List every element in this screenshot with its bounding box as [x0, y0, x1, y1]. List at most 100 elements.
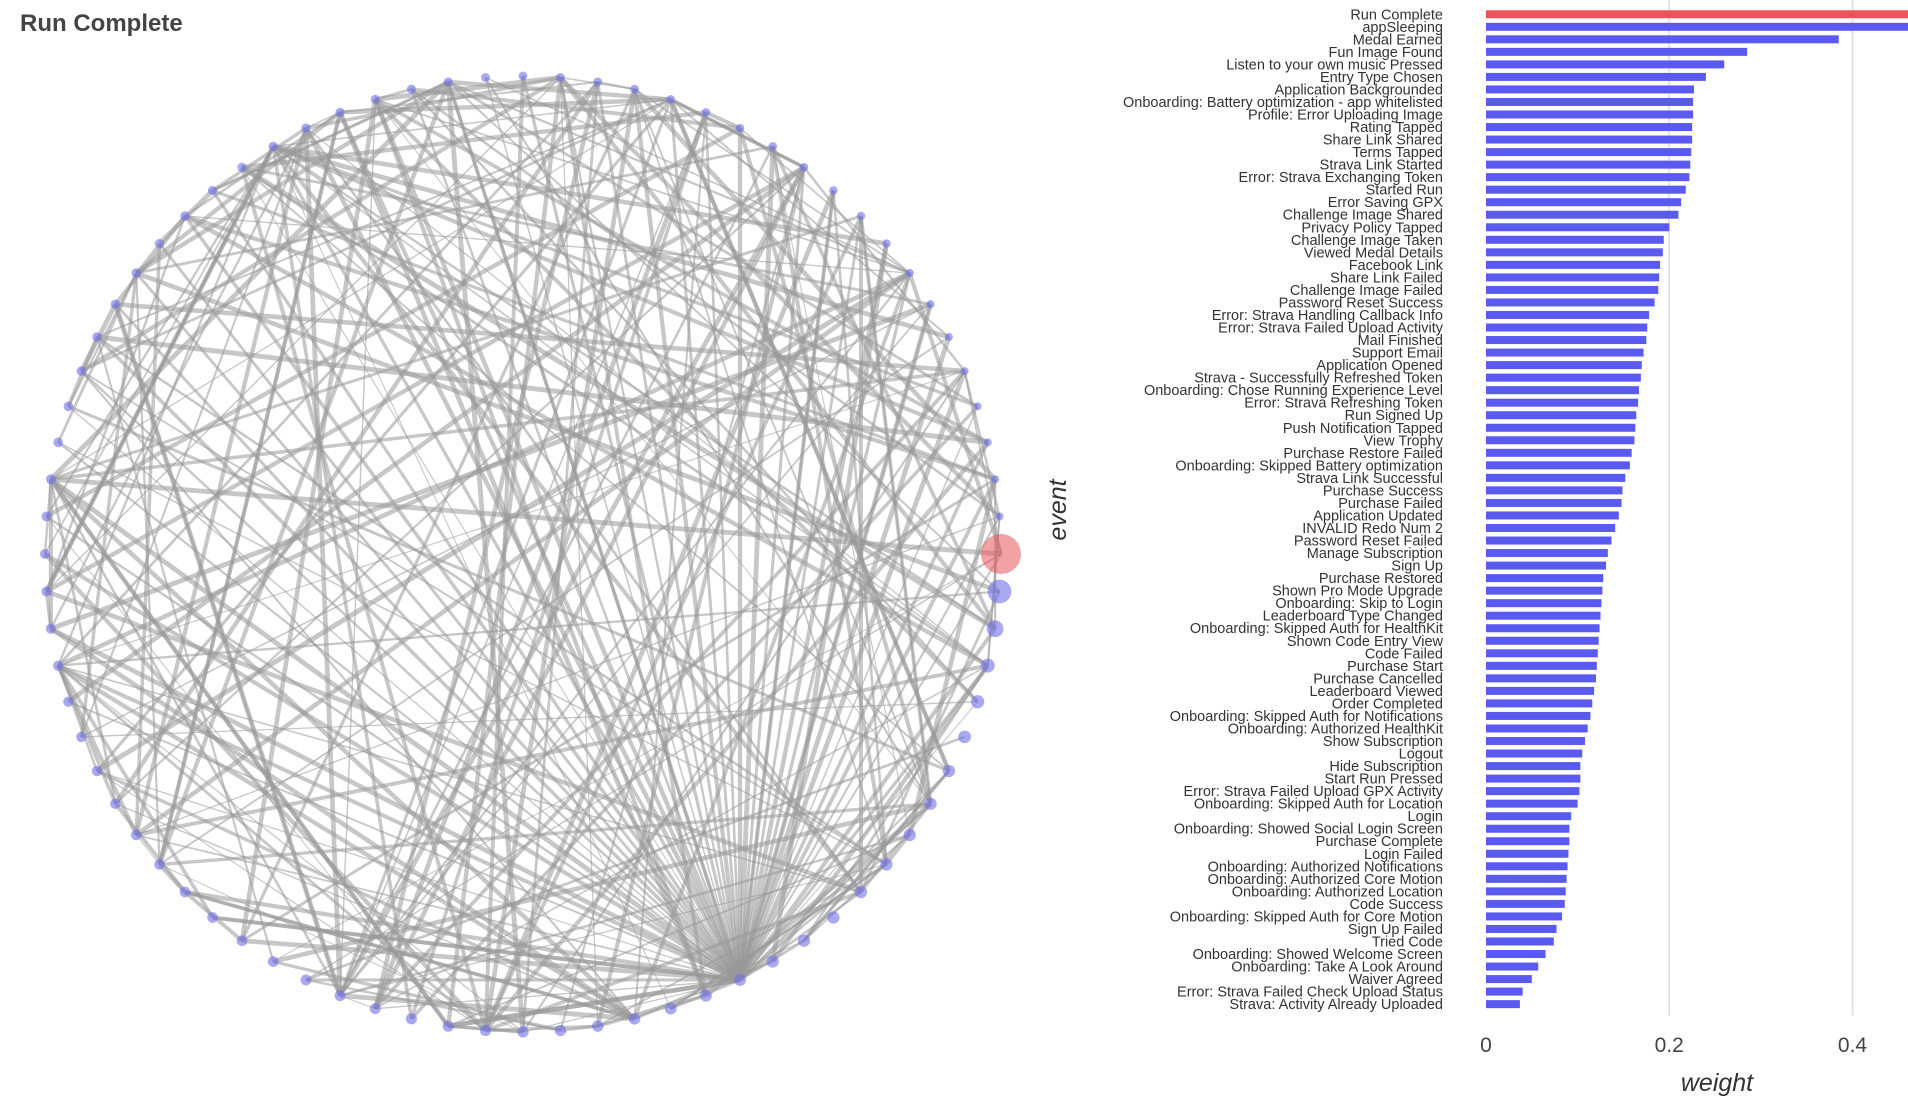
category-label: Onboarding: Skipped Auth for HealthKit — [1190, 621, 1443, 637]
graph-edge — [339, 272, 911, 997]
graph-edge — [859, 590, 1001, 893]
bar — [1486, 711, 1591, 720]
category-label: Leaderboard Type Changed — [1263, 609, 1443, 625]
bar — [1486, 298, 1655, 307]
graph-edge — [96, 334, 989, 445]
bar — [1486, 549, 1608, 558]
graph-edge — [271, 145, 863, 894]
graph-node: Listen to your own music Pressed — [970, 695, 985, 709]
graph-node: Strava Link Successful — [53, 660, 64, 671]
graph-edge — [373, 166, 806, 1010]
graph-node: Profile: Error Uploading Image — [903, 828, 916, 842]
graph-edge — [273, 98, 671, 148]
graph-edge — [559, 166, 805, 1031]
graph-node: Support Email — [267, 956, 279, 967]
bar — [1486, 975, 1532, 984]
graph-edge — [907, 478, 998, 836]
category-label: Application Opened — [1316, 358, 1443, 374]
category-label: Onboarding: Take A Look Around — [1231, 960, 1443, 976]
graph-node: Onboarding: Chose Running Experience Lev… — [179, 886, 191, 898]
graph-edge — [241, 478, 996, 942]
bar — [1486, 22, 1908, 31]
bar — [1486, 636, 1599, 645]
category-label: Onboarding: Chose Running Experience Lev… — [1144, 383, 1443, 399]
graph-node: Login Failed — [768, 142, 778, 151]
category-label: Onboarding: Skipped Auth for Location — [1194, 797, 1443, 813]
graph-edge — [771, 145, 997, 630]
bar — [1486, 787, 1580, 796]
graph-edge — [49, 80, 450, 481]
graph-node: Strava - Successfully Refreshed Token — [207, 912, 218, 923]
graph-edge — [241, 166, 950, 772]
graph-node: Code Success — [882, 239, 891, 248]
graph-node: Show Subscription — [443, 77, 453, 87]
category-label: Privacy Policy Tapped — [1301, 220, 1443, 236]
category-label: Strava: Activity Already Uploaded — [1229, 997, 1443, 1013]
graph-node: Rating Tapped — [880, 858, 893, 871]
graph-edge — [240, 166, 488, 1032]
category-label: appSleeping — [1362, 20, 1443, 36]
category-label: Profile: Error Uploading Image — [1248, 108, 1443, 124]
graph-node: INVALID Redo Num 2 — [41, 511, 52, 522]
graph-edge — [96, 336, 275, 962]
graph-edge — [738, 167, 806, 981]
graph-node: Error: Strava Refreshing Token — [154, 859, 165, 870]
category-label: Fun Image Found — [1329, 45, 1443, 61]
graph-edge — [305, 735, 966, 982]
graph-edge — [45, 145, 275, 518]
category-label: Hide Subscription — [1329, 759, 1443, 775]
bar — [1486, 323, 1648, 332]
graph-node: Sign Up — [63, 401, 74, 412]
graph-edge — [158, 242, 742, 981]
category-label: Order Completed — [1332, 696, 1443, 712]
bar — [1486, 749, 1583, 758]
graph-edge — [339, 995, 376, 1010]
graph-node: Application Opened — [236, 935, 248, 947]
graph-node: Purchase Start — [237, 162, 247, 172]
bar — [1486, 47, 1748, 56]
graph-node: Onboarding: Skipped Battery optimization — [63, 696, 74, 707]
graph-node: Purchase Success — [45, 623, 56, 634]
category-label: Onboarding: Skipped Auth for Core Motion — [1170, 909, 1443, 925]
bar — [1486, 123, 1693, 132]
bar — [1486, 762, 1581, 771]
bar — [1486, 135, 1693, 144]
graph-edge — [633, 88, 932, 805]
bar — [1486, 461, 1630, 470]
graph-edge — [44, 145, 276, 593]
graph-edge — [49, 477, 742, 982]
graph-node: Onboarding: Skipped Auth for Location — [630, 84, 639, 94]
graph-edge — [159, 863, 524, 1033]
category-label: Code Failed — [1365, 646, 1443, 662]
graph-node: Facebook Link — [517, 1026, 529, 1038]
category-label: Strava Link Successful — [1296, 471, 1443, 487]
graph-edge — [96, 335, 888, 866]
bar — [1486, 361, 1642, 370]
category-label: Listen to your own music Pressed — [1226, 57, 1443, 73]
graph-edge — [272, 146, 672, 1009]
graph-edge — [373, 369, 967, 1010]
graph-edge — [45, 215, 187, 592]
graph-edge — [57, 441, 887, 866]
graph-edge — [57, 80, 599, 667]
bar — [1486, 849, 1569, 858]
graph-node: Purchase Failed — [41, 586, 52, 597]
category-label: Challenge Image Failed — [1290, 283, 1443, 299]
category-label: Terms Tapped — [1352, 145, 1443, 161]
graph-edge — [57, 663, 636, 1021]
category-label: Mail Finished — [1358, 333, 1443, 349]
graph-node: Error: Strava Failed Check Upload Status — [991, 475, 1000, 484]
category-label: Shown Code Entry View — [1287, 634, 1444, 650]
graph-node: Run Signed Up — [130, 829, 142, 841]
graph-edge — [770, 243, 889, 962]
graph-node: Code Failed — [207, 185, 218, 196]
bar — [1486, 173, 1690, 182]
bar — [1486, 774, 1581, 783]
bar — [1486, 110, 1694, 119]
graph-edge — [305, 75, 561, 130]
bar — [1486, 486, 1623, 495]
edges — [43, 75, 1003, 1034]
category-label: Purchase Failed — [1338, 496, 1443, 512]
graph-node: Logout — [481, 73, 490, 82]
category-label: Purchase Restore Failed — [1283, 446, 1443, 462]
